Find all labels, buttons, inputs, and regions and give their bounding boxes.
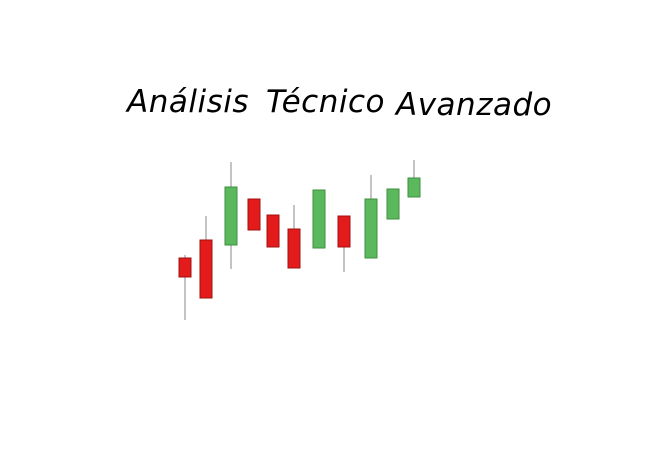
candle-body [287, 228, 301, 269]
candle-bullish [407, 160, 421, 198]
candle-body [199, 239, 213, 299]
candle-bearish [247, 198, 261, 231]
page-title: Análisis Técnico Avanzado [0, 0, 653, 140]
title-word-analisis: Análisis [127, 84, 249, 120]
candle-body [247, 198, 261, 231]
candle-bearish [266, 214, 280, 248]
candle-bearish [178, 255, 192, 320]
candle-body [407, 177, 421, 198]
candle-body [337, 215, 351, 248]
candle-bullish [312, 189, 326, 249]
candle-bearish [287, 205, 301, 269]
candle-bearish [199, 216, 213, 299]
title-word-tecnico: Técnico [266, 84, 385, 120]
candle-body [386, 188, 400, 220]
candle-body [266, 214, 280, 248]
candle-body [312, 189, 326, 249]
title-word-avanzado: Avanzado [396, 87, 553, 123]
candle-bullish [386, 188, 400, 220]
candle-bearish [337, 215, 351, 272]
candle-bullish [224, 162, 238, 269]
candle-body [178, 257, 192, 278]
candle-body [364, 198, 378, 259]
candle-bullish [364, 175, 378, 259]
candle-body [224, 186, 238, 246]
